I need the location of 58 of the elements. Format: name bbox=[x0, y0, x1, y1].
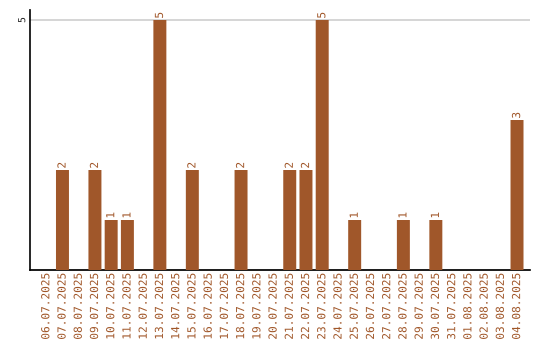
bar bbox=[510, 120, 524, 270]
data-label: 1 bbox=[106, 212, 114, 218]
x-tick-label: 25.07.2025 bbox=[350, 274, 358, 339]
bar bbox=[283, 170, 296, 270]
x-tick-label: 09.07.2025 bbox=[90, 274, 98, 339]
bar bbox=[429, 220, 442, 270]
x-tick-label: 08.07.2025 bbox=[74, 274, 82, 339]
x-tick-label: 27.07.2025 bbox=[382, 274, 390, 339]
x-tick-label: 01.08.2025 bbox=[463, 274, 472, 339]
x-tick-label: 15.07.2025 bbox=[187, 274, 196, 338]
data-label: 2 bbox=[236, 162, 244, 168]
x-tick-label: 20.07.2025 bbox=[268, 274, 277, 339]
bar bbox=[299, 170, 312, 270]
x-tick-label: 22.07.2025 bbox=[300, 274, 310, 339]
data-label: 2 bbox=[300, 162, 310, 168]
x-tick-label: 29.07.2025 bbox=[414, 274, 423, 339]
x-tick-label: 21.07.2025 bbox=[284, 274, 293, 339]
x-tick-label: 02.08.2025 bbox=[479, 274, 488, 339]
x-tick-label: 28.07.2025 bbox=[398, 274, 407, 339]
bar bbox=[316, 20, 329, 270]
x-tick-label: 11.07.2025 bbox=[122, 274, 131, 338]
bar bbox=[120, 220, 134, 270]
data-label: 2 bbox=[284, 162, 293, 168]
x-tick-label: 07.07.2025 bbox=[57, 274, 66, 339]
bar bbox=[348, 220, 362, 270]
data-label: 5 bbox=[317, 12, 326, 18]
x-tick-label: 04.08.2025 bbox=[512, 274, 520, 339]
x-tick-label: 17.07.2025 bbox=[220, 274, 228, 338]
bar bbox=[56, 170, 69, 270]
x-tick-label: 24.07.2025 bbox=[333, 274, 342, 339]
data-label: 2 bbox=[187, 162, 196, 168]
x-tick-label: 23.07.2025 bbox=[317, 274, 326, 339]
x-tick-label: 30.07.2025 bbox=[430, 274, 440, 339]
data-label: 1 bbox=[430, 212, 439, 218]
data-label: 2 bbox=[90, 162, 98, 168]
data-label: 1 bbox=[398, 212, 406, 218]
x-tick-label: 13.07.2025 bbox=[154, 274, 164, 338]
data-label: 2 bbox=[57, 162, 66, 168]
x-tick-label: 10.07.2025 bbox=[106, 274, 114, 338]
bar bbox=[186, 170, 199, 270]
bar bbox=[234, 170, 248, 270]
bar bbox=[104, 220, 118, 270]
x-tick-label: 19.07.2025 bbox=[252, 274, 261, 338]
data-label: 1 bbox=[350, 212, 358, 218]
data-label: 3 bbox=[512, 112, 520, 118]
x-tick-label: 06.07.2025 bbox=[41, 274, 50, 339]
x-tick-label: 12.07.2025 bbox=[138, 274, 147, 338]
x-tick-label: 14.07.2025 bbox=[170, 274, 180, 338]
data-label: 1 bbox=[122, 212, 130, 218]
x-tick-label: 26.07.2025 bbox=[366, 274, 374, 339]
x-tick-label: 16.07.2025 bbox=[203, 274, 212, 338]
x-tick-label: 18.07.2025 bbox=[236, 274, 244, 338]
bar bbox=[396, 220, 410, 270]
bar bbox=[88, 170, 102, 270]
bar bbox=[153, 20, 166, 270]
x-tick-label: 31.07.2025 bbox=[446, 274, 456, 339]
data-label: 5 bbox=[154, 12, 164, 18]
x-tick-label: 03.08.2025 bbox=[496, 274, 504, 339]
